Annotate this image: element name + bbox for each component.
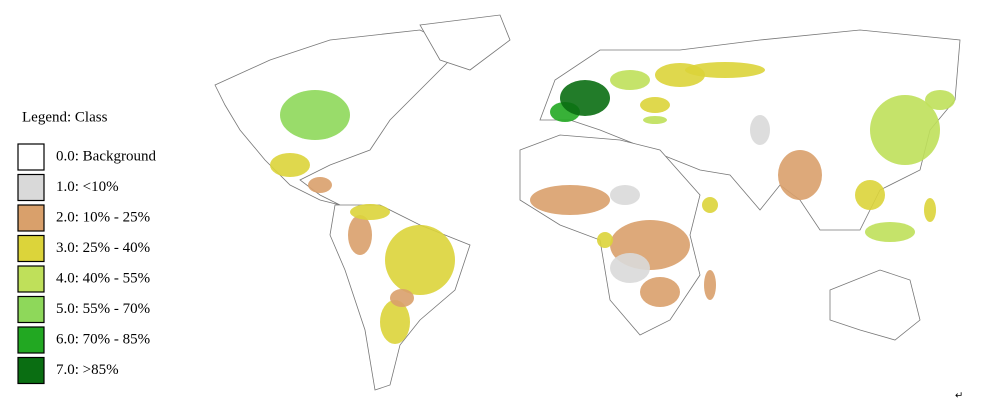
region — [348, 215, 372, 255]
legend-swatch — [17, 204, 45, 232]
region — [702, 197, 718, 213]
legend-label: 6.0: 70% - 85% — [56, 331, 150, 347]
legend-swatch — [17, 295, 45, 324]
region — [385, 225, 455, 295]
legend-label: 5.0: 55% - 70% — [56, 301, 150, 317]
legend-swatch — [17, 234, 45, 263]
legend-swatch — [17, 265, 45, 293]
region — [685, 62, 765, 78]
region — [778, 150, 822, 200]
return-mark: ↵ — [955, 390, 963, 401]
region — [640, 277, 680, 307]
region — [610, 253, 650, 283]
region — [597, 232, 613, 248]
legend-label: 0.0: Background — [56, 148, 156, 164]
region — [750, 115, 770, 145]
region — [870, 95, 940, 165]
legend-title: Legend: Class — [22, 109, 108, 125]
legend-label: 2.0: 10% - 25% — [56, 209, 150, 225]
region — [350, 204, 390, 220]
region — [610, 185, 640, 205]
class-regions — [270, 62, 955, 344]
region — [704, 270, 716, 300]
region — [855, 180, 885, 210]
legend-label: 1.0: <10% — [56, 179, 119, 195]
region — [643, 116, 667, 124]
world-map — [214, 14, 961, 391]
region — [280, 90, 350, 140]
greenland — [419, 14, 511, 71]
region — [925, 90, 955, 110]
region — [530, 185, 610, 215]
region — [924, 198, 936, 222]
legend-label: 3.0: 25% - 40% — [56, 240, 150, 256]
legend-label: 7.0: >85% — [56, 362, 119, 378]
legend-label: 4.0: 40% - 55% — [56, 270, 150, 286]
legend-swatch — [17, 143, 45, 171]
legend-swatch — [17, 173, 45, 202]
legend-swatch — [17, 326, 45, 354]
region — [640, 97, 670, 113]
australia — [829, 269, 921, 341]
region — [308, 177, 332, 193]
region — [610, 70, 650, 90]
legend: 0.0: Background 1.0: <10% 2.0: 10% - 25% 3.… — [17, 143, 156, 385]
region — [270, 153, 310, 177]
region — [865, 222, 915, 242]
legend-swatch — [17, 356, 45, 385]
region — [560, 80, 610, 116]
region — [390, 289, 414, 307]
region — [380, 300, 410, 344]
